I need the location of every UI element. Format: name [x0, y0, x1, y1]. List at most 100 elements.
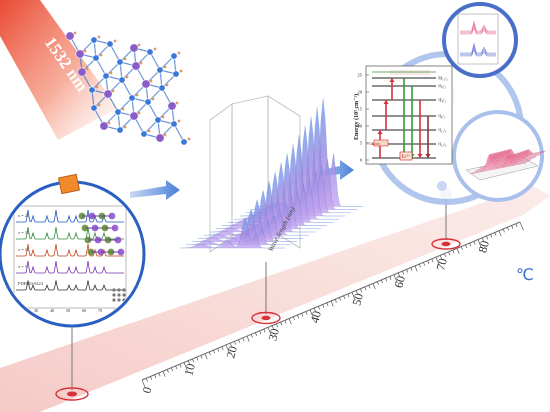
crystal-structure: [65, 31, 191, 146]
energy-ytick-label: 20: [358, 90, 363, 95]
crystal-atom: [88, 86, 96, 94]
crystal-small-atom: [151, 97, 155, 101]
temperature-tick: [393, 274, 398, 284]
energy-arrow-head: [425, 154, 431, 158]
temperature-tick: [486, 235, 489, 240]
crystal-atom: [106, 40, 114, 48]
temperature-tick: [297, 314, 300, 319]
crystal-atom: [167, 101, 177, 111]
energy-arrow-head: [383, 100, 389, 104]
energy-ytick-label: 10: [358, 124, 363, 129]
mini-spectrum-line: [460, 27, 496, 35]
crystal-small-atom: [137, 43, 141, 47]
crystal-atom: [118, 76, 126, 84]
temperature-tick: [196, 357, 199, 361]
xrd-lattice-dot: [112, 298, 116, 302]
energy-level-label: ⁴F₉/₂: [438, 98, 446, 103]
temperature-tick: [225, 344, 230, 354]
xrd-crystal-inset: [78, 212, 126, 302]
temperature-tick: [267, 327, 272, 336]
temperature-tick-label: 40: [307, 309, 324, 324]
energy-level-label: ⁴S₃/₂: [438, 84, 446, 89]
xrd-lattice-dot: [117, 288, 121, 292]
temperature-tick: [322, 304, 325, 308]
temperature-tick: [330, 300, 334, 307]
temperature-tick: [364, 286, 367, 291]
crystal-small-atom: [163, 133, 167, 137]
crystal-small-atom: [123, 125, 127, 129]
temperature-tick: [347, 293, 350, 298]
crystal-small-atom: [97, 103, 101, 107]
crystal-small-atom: [99, 53, 103, 57]
temperature-tick: [372, 283, 376, 290]
temperature-tick: [427, 260, 430, 264]
temperature-tick: [204, 353, 208, 360]
energy-arrow-head: [377, 130, 383, 134]
crystal-small-atom: [179, 69, 183, 73]
xrd-curve: [16, 280, 124, 291]
mini-spectrum-line: [460, 24, 496, 34]
crystal-small-atom: [187, 137, 191, 141]
crystal-atom: [129, 43, 139, 53]
xrd-lattice-dot: [122, 293, 126, 297]
temperature-axis: 0 10 20 30 40 50 60 70 80 ℃: [0, 184, 550, 412]
crystal-atom: [65, 31, 75, 41]
energy-ytick-label: 15: [358, 107, 363, 112]
temperature-tick: [494, 232, 497, 236]
temperature-tick-label: 0: [139, 385, 154, 394]
xrd-curve-label: x = 15: [18, 230, 30, 235]
temperature-tick: [276, 323, 279, 328]
xrd-curve-label: x = 20: [18, 213, 30, 218]
xrd-lattice-dot: [117, 298, 121, 302]
xrd-tick-label: 40: [50, 308, 54, 313]
energy-ytick-label: 5: [360, 141, 363, 146]
xrd-curve: [16, 209, 124, 223]
temperature-tick: [292, 316, 295, 321]
crystal-atom: [77, 67, 87, 77]
xrd-curve-labels: x = 20 x = 15 x = 10 x = 5 PDF#20-0224: [18, 213, 44, 286]
temperature-tick: [498, 230, 502, 237]
crystal-small-atom: [161, 115, 165, 119]
crystal-small-atom: [95, 85, 99, 89]
crystal-small-atom: [147, 129, 151, 133]
crystal-small-atom: [153, 47, 157, 51]
xrd-tick-label: 60: [82, 308, 86, 313]
crystal-small-atom: [85, 67, 89, 71]
energy-level-label: ⁴I₁₃/₂: [438, 142, 447, 147]
crystal-atom: [146, 48, 154, 56]
crystal-small-atom: [113, 39, 117, 43]
temperature-tick-label: 20: [223, 344, 240, 359]
crystal-atom: [90, 104, 98, 112]
energy-pump-label: 1532 nm: [367, 142, 380, 146]
temperature-tick: [305, 311, 308, 315]
spectrum-surface: [180, 98, 363, 249]
temperature-tick: [444, 253, 447, 257]
crystal-small-atom: [177, 119, 181, 123]
temperature-tick: [334, 299, 337, 303]
crystal-atom: [90, 36, 98, 44]
crystal-atom: [75, 49, 85, 59]
temperature-tick: [141, 379, 146, 389]
temperature-tick: [259, 330, 262, 335]
crystal-small-atom: [135, 93, 139, 97]
temperature-tick: [339, 297, 342, 301]
temperature-tick: [381, 279, 384, 284]
temperature-tick: [175, 365, 178, 370]
temperature-tick: [183, 362, 188, 371]
mini-spectrum-line: [460, 42, 496, 54]
crystal-atom: [131, 61, 141, 71]
energy-ytick-label: 0: [360, 158, 363, 163]
temperature-tick: [343, 295, 346, 300]
crystal-small-atom: [175, 101, 179, 105]
temperature-tick: [423, 262, 426, 266]
crystal-small-atom: [73, 31, 77, 35]
temperature-tick: [389, 276, 392, 280]
temperature-tick: [217, 348, 220, 352]
temperature-tick-label: 80: [475, 239, 492, 254]
pin-spectrum: [251, 262, 281, 325]
temperature-tick: [280, 321, 283, 326]
temperature-tick: [229, 342, 232, 347]
crystal-atom: [170, 52, 178, 60]
crystal-atom: [114, 108, 122, 116]
crystal-small-atom: [121, 107, 125, 111]
